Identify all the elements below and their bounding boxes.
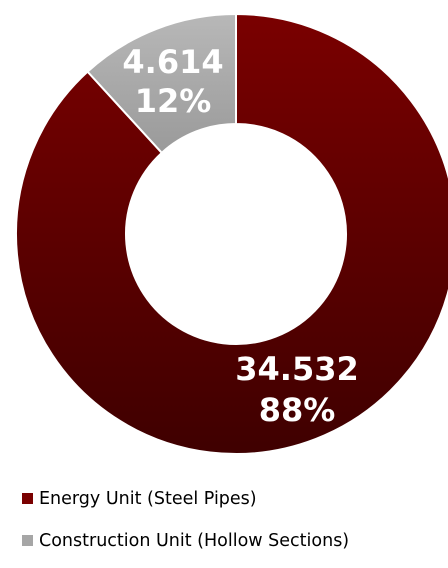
- legend-item-construction: Construction Unit (Hollow Sections): [22, 526, 349, 555]
- legend-label-energy: Energy Unit (Steel Pipes): [39, 488, 257, 509]
- data-label-percent-energy: 88%: [259, 391, 336, 429]
- donut-slice-energy: [15, 12, 448, 455]
- legend-item-energy: Energy Unit (Steel Pipes): [22, 484, 349, 513]
- legend-swatch-construction: [22, 535, 33, 546]
- data-label-value-energy: 34.532: [235, 350, 358, 388]
- data-label-value-construction: 4.614: [122, 43, 223, 81]
- donut-chart: 34.532 88% 4.614 12%: [15, 12, 448, 455]
- data-label-percent-construction: 12%: [135, 82, 212, 120]
- donut-slice-construction: [86, 12, 237, 155]
- donut-slices: [15, 12, 448, 455]
- chart-legend: Energy Unit (Steel Pipes) Construction U…: [22, 484, 349, 568]
- legend-label-construction: Construction Unit (Hollow Sections): [39, 530, 350, 551]
- legend-swatch-energy: [22, 493, 33, 504]
